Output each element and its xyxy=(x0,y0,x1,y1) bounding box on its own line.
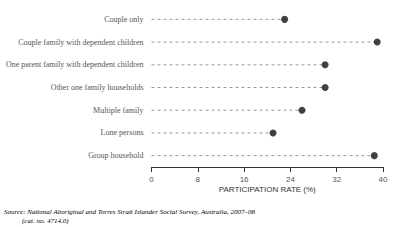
svg-text:PARTICIPATION RATE (%): PARTICIPATION RATE (%) xyxy=(219,185,316,194)
svg-text:0: 0 xyxy=(149,175,154,184)
svg-text:One parent family with depende: One parent family with dependent childre… xyxy=(6,60,144,69)
svg-text:Other one family households: Other one family households xyxy=(51,83,144,92)
svg-text:Source: National Aboriginal an: Source: National Aboriginal and Torres S… xyxy=(4,208,255,216)
svg-text:24: 24 xyxy=(286,175,295,184)
svg-text:Couple only: Couple only xyxy=(104,15,143,24)
svg-text:Multiple family: Multiple family xyxy=(93,106,143,115)
svg-text:8: 8 xyxy=(196,175,201,184)
svg-text:Group household: Group household xyxy=(88,151,143,160)
svg-text:32: 32 xyxy=(332,175,341,184)
svg-text:Couple family with dependent c: Couple family with dependent children xyxy=(18,38,143,47)
svg-text:Lone persons: Lone persons xyxy=(101,128,144,137)
svg-text:(cat. no. 4714.0): (cat. no. 4714.0) xyxy=(22,217,69,225)
svg-text:40: 40 xyxy=(379,175,388,184)
svg-text:16: 16 xyxy=(240,175,249,184)
